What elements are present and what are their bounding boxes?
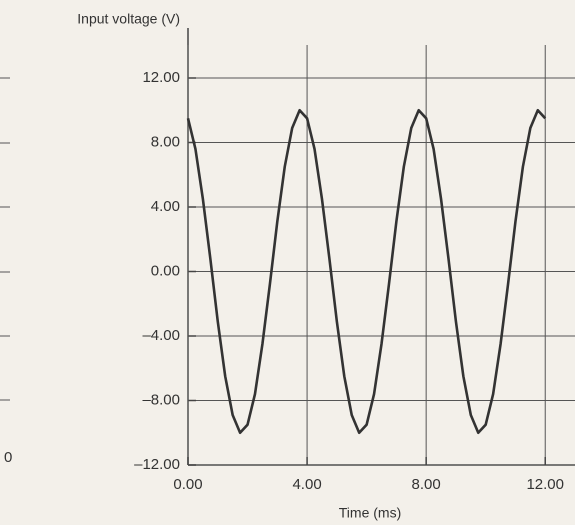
x-axis-label: Time (ms): [339, 505, 401, 521]
x-tick-label: 4.00: [292, 476, 321, 493]
x-tick-label: 0.00: [173, 476, 202, 493]
y-tick-label: 0.00: [151, 262, 180, 279]
y-tick-label: –4.00: [142, 327, 180, 344]
y-tick-label: –8.00: [142, 391, 180, 408]
y-tick-label: 12.00: [142, 69, 180, 86]
y-tick-label: 4.00: [151, 198, 180, 215]
x-tick-label: 12.00: [526, 476, 564, 493]
x-tick-label: 8.00: [412, 476, 441, 493]
series-line: [186, 108, 547, 435]
y-tick-label: 8.00: [151, 133, 180, 150]
y-axis-label: Input voltage (V): [77, 11, 180, 27]
fragment-label: 0: [4, 449, 12, 466]
y-tick-label: –12.00: [134, 456, 180, 473]
